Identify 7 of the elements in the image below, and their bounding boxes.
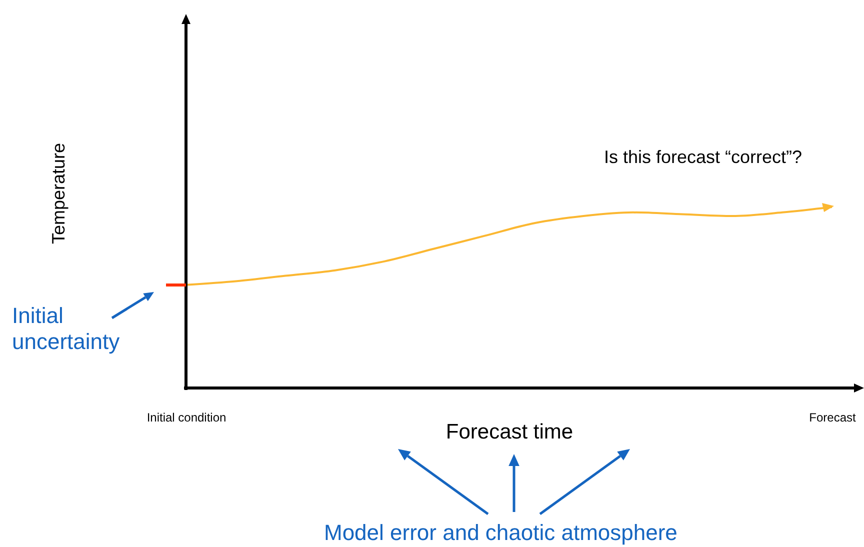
x-tick-label: Initial condition [146, 410, 226, 424]
text: Model error and chaotic atmosphere [324, 520, 678, 546]
x-axis-title: Forecast time [446, 420, 574, 444]
text: Is this forecast “correct”? [604, 146, 802, 168]
y-axis-title: Temperature [48, 142, 68, 244]
text: Initial uncertainty [12, 303, 120, 355]
x-tick-label: Forecast [809, 410, 857, 424]
